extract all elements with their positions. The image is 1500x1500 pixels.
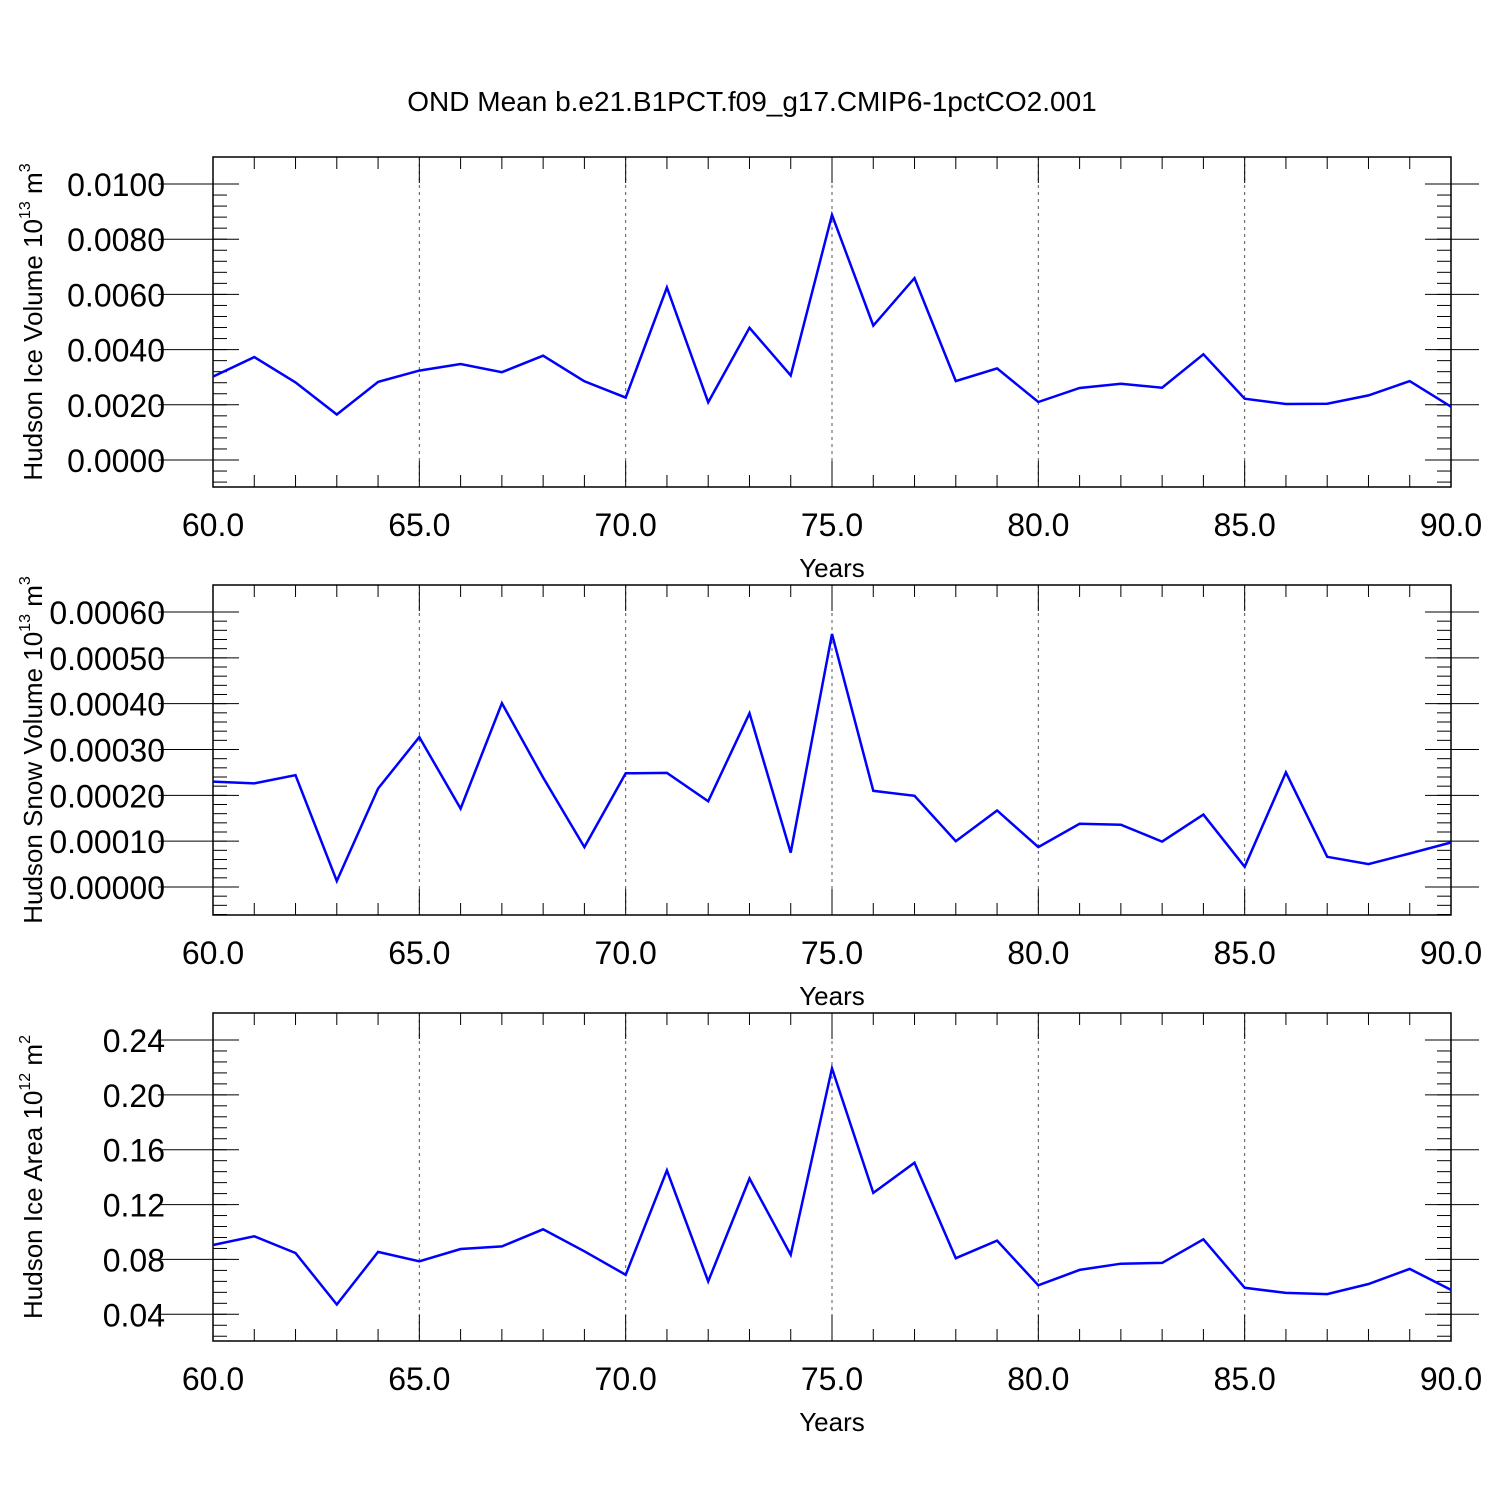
x-tick-label: 75.0: [801, 1361, 863, 1397]
x-tick-label: 60.0: [182, 935, 244, 971]
y-tick-label: 0.00040: [49, 687, 165, 723]
series-line: [212, 210, 1452, 417]
x-axis-label: Years: [799, 553, 865, 583]
x-tick-label: 60.0: [182, 507, 244, 543]
plot-frame: [212, 1012, 1452, 1342]
x-tick-label: 65.0: [388, 1361, 450, 1397]
x-axis-label: Years: [799, 981, 865, 1011]
y-axis-label-exponent: 12: [17, 1073, 34, 1091]
y-axis-label-unit-exponent: 3: [17, 163, 34, 172]
x-tick-label: 75.0: [801, 507, 863, 543]
chart-panel-3: 0.04 0.08 0.12 0.16 0.20 0.24 60.0 65.0 70.0 75.0…: [17, 1012, 1482, 1437]
x-tick-label: 80.0: [1007, 507, 1069, 543]
y-tick-label: 0.20: [103, 1078, 165, 1114]
y-axis-label-exponent: 13: [17, 614, 34, 632]
y-tick-label: 0.0040: [67, 333, 165, 369]
x-tick-label: 65.0: [388, 935, 450, 971]
y-axis-label-unit-exponent: 2: [17, 1035, 34, 1044]
y-tick-label: 0.00030: [49, 733, 165, 769]
y-axis-label: Hudson Ice Volume 1013 m3: [17, 163, 48, 480]
chart-panel-1: 0.0000 0.0020 0.0040 0.0060 0.0080 0.0100 60.0…: [17, 156, 1482, 583]
y-axis-label-unit: m: [18, 172, 48, 201]
y-tick-label: 0.16: [103, 1133, 165, 1169]
y-axis-label: Hudson Snow Volume 1013 m3: [17, 576, 48, 924]
plot-frame: [212, 584, 1452, 916]
x-tick-label: 85.0: [1214, 1361, 1276, 1397]
x-tick-label: 75.0: [801, 935, 863, 971]
y-tick-label: 0.24: [103, 1023, 165, 1059]
y-axis-label-unit-exponent: 3: [17, 576, 34, 585]
x-tick-label: 65.0: [388, 507, 450, 543]
x-tick-label: 80.0: [1007, 1361, 1069, 1397]
y-tick-label: 0.00010: [49, 824, 165, 860]
x-tick-label: 85.0: [1214, 935, 1276, 971]
panels: 0.0000 0.0020 0.0040 0.0060 0.0080 0.0100 60.0…: [17, 156, 1482, 1437]
y-axis-label: Hudson Ice Area 1012 m2: [17, 1035, 48, 1319]
y-tick-label: 0.0060: [67, 277, 165, 313]
y-tick-label: 0.00000: [49, 870, 165, 906]
y-tick-label: 0.0080: [67, 222, 165, 258]
y-tick-label: 0.00020: [49, 778, 165, 814]
y-tick-label: 0.04: [103, 1297, 165, 1333]
series-line: [212, 633, 1452, 885]
x-tick-label: 90.0: [1420, 507, 1482, 543]
y-tick-label: 0.08: [103, 1242, 165, 1278]
x-tick-label: 85.0: [1214, 507, 1276, 543]
x-tick-label: 70.0: [595, 1361, 657, 1397]
x-tick-label: 60.0: [182, 1361, 244, 1397]
chart-panel-2: 0.00000 0.00010 0.00020 0.00030 0.00040 0.000…: [17, 576, 1482, 1011]
y-tick-label: 0.00060: [49, 595, 165, 631]
y-tick-label: 0.0000: [67, 443, 165, 479]
x-axis-label: Years: [799, 1407, 865, 1437]
figure-title: OND Mean b.e21.B1PCT.f09_g17.CMIP6-1pctC…: [407, 86, 1096, 117]
x-tick-label: 80.0: [1007, 935, 1069, 971]
x-tick-label: 70.0: [595, 507, 657, 543]
y-axis-label-exponent: 13: [17, 201, 34, 219]
y-axis-label-text: Hudson Snow Volume 10: [18, 632, 48, 924]
y-axis-label-text: Hudson Ice Area 10: [18, 1091, 48, 1319]
y-axis-label-text: Hudson Ice Volume 10: [18, 219, 48, 481]
x-tick-label: 70.0: [595, 935, 657, 971]
x-tick-label: 90.0: [1420, 1361, 1482, 1397]
y-axis-label-unit: m: [18, 1044, 48, 1073]
y-axis-label-unit: m: [18, 585, 48, 614]
series-line: [212, 1063, 1452, 1307]
y-tick-label: 0.0020: [67, 388, 165, 424]
plot-frame: [212, 156, 1452, 488]
y-tick-label: 0.0100: [67, 167, 165, 203]
y-tick-label: 0.12: [103, 1188, 165, 1224]
x-tick-label: 90.0: [1420, 935, 1482, 971]
y-tick-label: 0.00050: [49, 641, 165, 677]
